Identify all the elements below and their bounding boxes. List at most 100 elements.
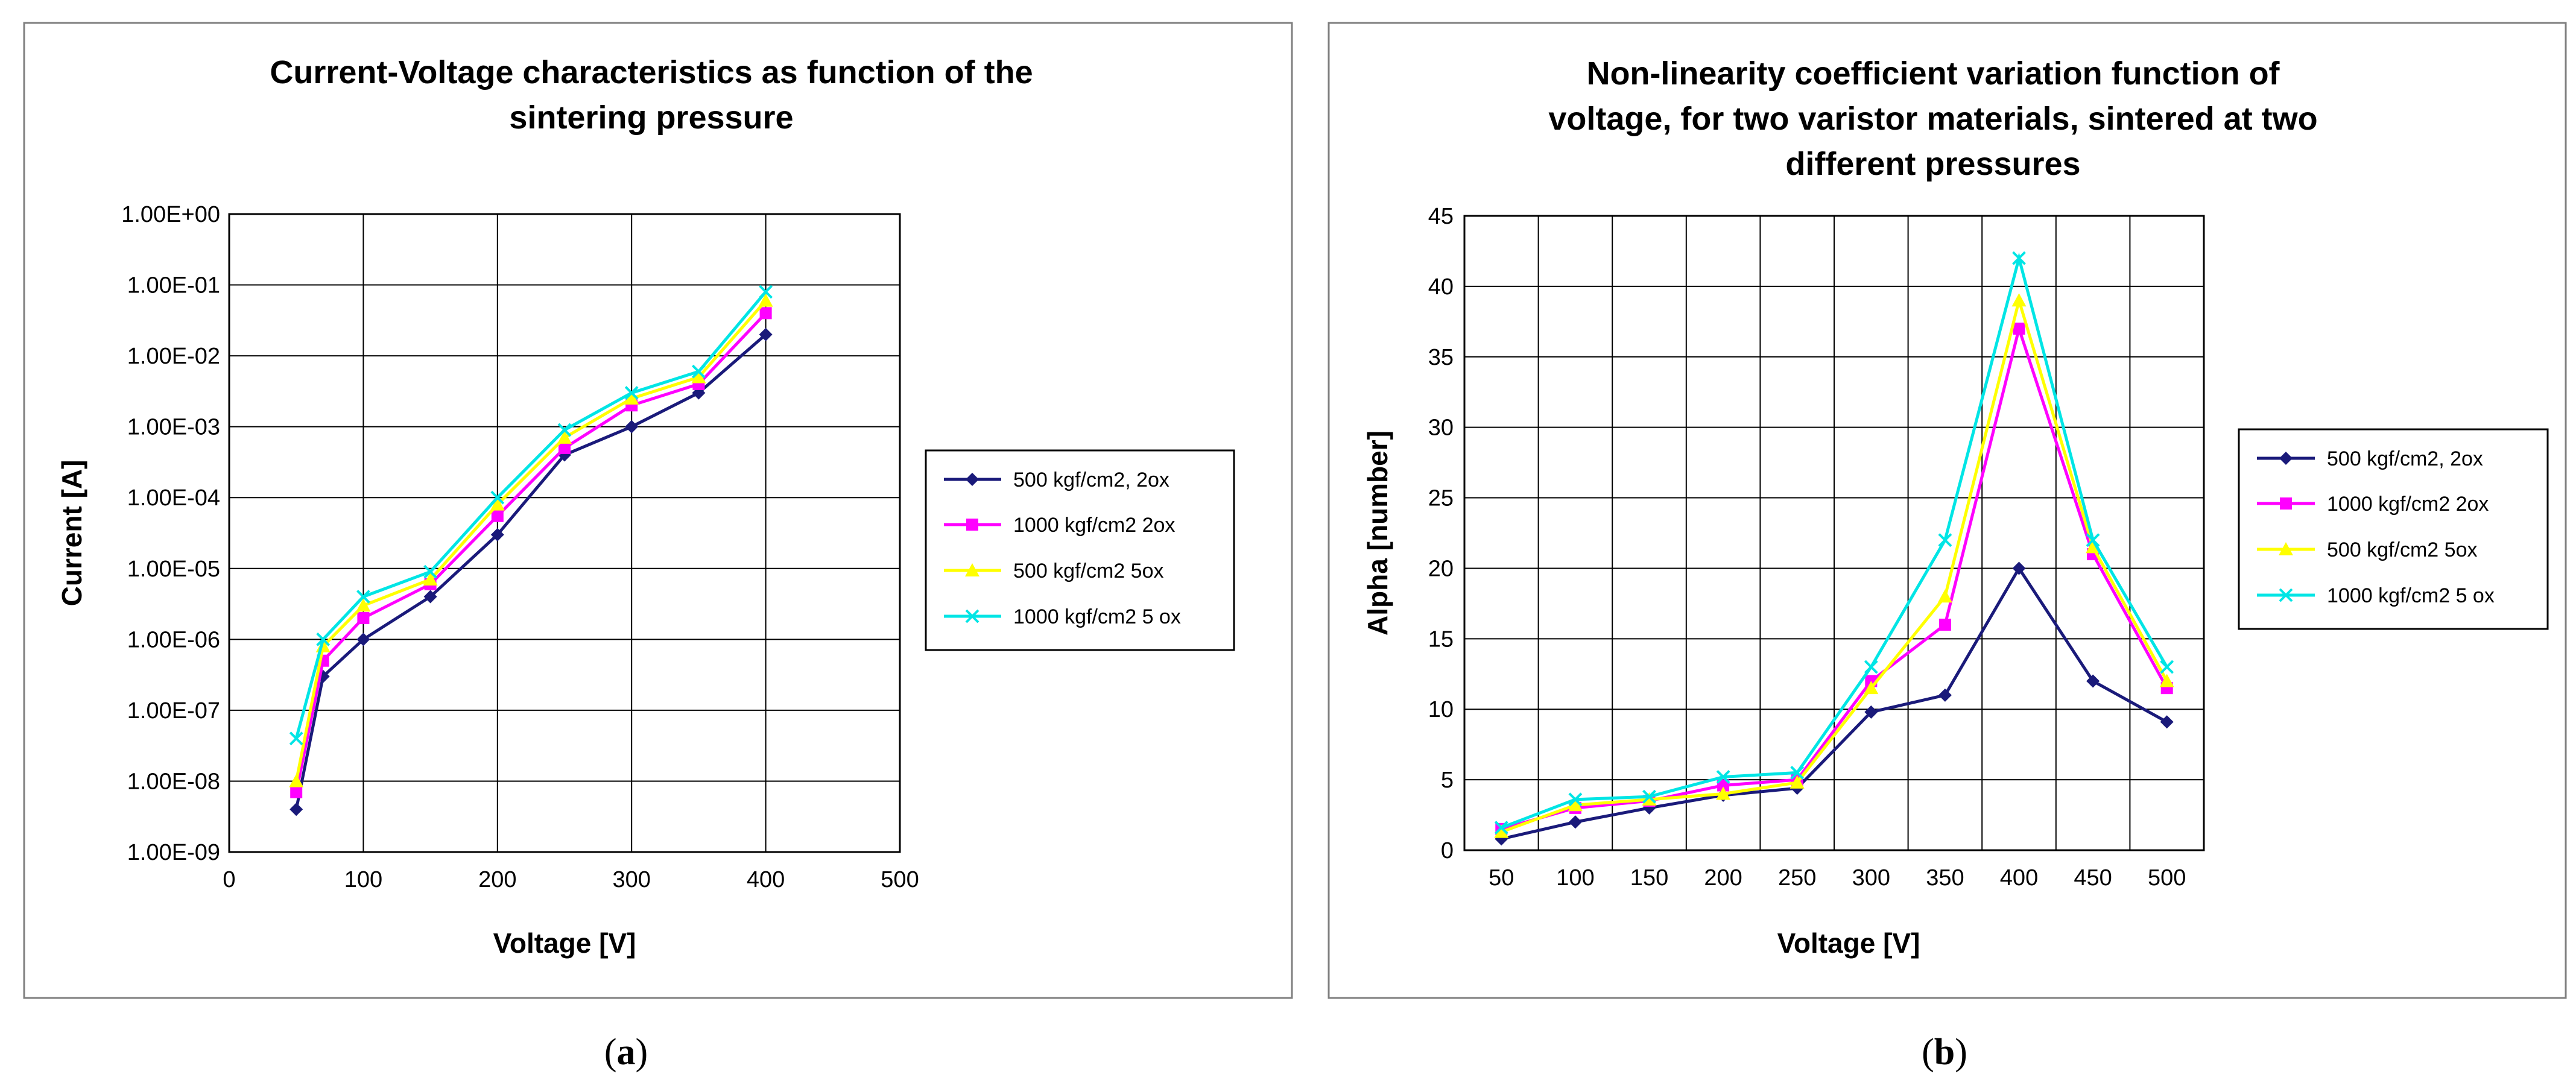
chart-b-point-500-kgf-cm2-5ox [2086,540,2101,554]
chart-b-point-1000-kgf-cm2-5-ox [1568,792,1583,807]
chart-a-x-tick-label: 100 [344,867,382,892]
chart-a-point-500-kgf-cm2-5ox [423,572,438,586]
chart-a-legend-marker-500-kgf-cm2-5ox [965,563,979,576]
chart-b-point-500-kgf-cm2-5ox [1494,824,1509,838]
chart-a-y-tick-label: 1.00E+00 [121,202,220,227]
chart-a-point-1000-kgf-cm2-2ox [759,307,772,320]
caption-a-open: ( [604,1032,617,1073]
chart-a-legend-marker-500-kgf-cm2-2ox [966,473,979,486]
chart-b-series-line-1000-kgf-cm2-5-ox [1501,252,2168,829]
chart-a-y-tick-label: 1.00E-06 [127,627,220,652]
chart-b-category-label: 350 [1926,865,1964,891]
chart-b-y-axis-label: Alpha [number] [1362,431,1393,636]
chart-a-y-axis-label: Current [A] [56,460,87,607]
chart-a-title-line-2: sintering pressure [509,99,793,136]
chart-b-point-500-kgf-cm2-5ox [2011,293,2027,307]
chart-a-legend-label: 1000 kgf/cm2 5 ox [1013,605,1181,628]
chart-b-y-tick-label: 45 [1428,204,1454,229]
chart-a-point-500-kgf-cm2-5ox [624,391,639,405]
chart-b-y-tick-label: 0 [1441,838,1454,863]
chart-b-y-tick-label: 20 [1428,556,1454,581]
chart-a-point-1000-kgf-cm2-5-ox [624,386,639,400]
chart-b-category-label: 50 [1489,865,1514,891]
chart-b-point-500-kgf-cm2-2ox [1568,815,1582,829]
chart-b-point-500-kgf-cm2-5ox [1716,786,1731,800]
chart-a-point-500-kgf-cm2-5ox [758,293,773,307]
chart-b-point-1000-kgf-cm2-5-ox [1938,533,1952,548]
chart-b-point-500-kgf-cm2-2ox [2086,674,2100,688]
chart-a-point-1000-kgf-cm2-2ox [491,510,504,522]
panel-b: Non-linearity coefficient variation func… [1328,22,2567,1073]
caption-b-close: ) [1955,1032,1967,1073]
chart-b-point-1000-kgf-cm2-5-ox [1790,766,1805,780]
chart-b-point-1000-kgf-cm2-5-ox [2012,251,2026,265]
chart-a-point-500-kgf-cm2-5ox [289,774,304,788]
chart-b-x-axis-label: Voltage [V] [1777,927,1920,959]
chart-b-category-label: 200 [1704,865,1742,891]
caption-a: (a) [604,1032,648,1073]
chart-a-point-500-kgf-cm2-2ox [490,528,504,541]
chart-b-series-line-500-kgf-cm2-5ox [1501,294,2168,833]
chart-a-y-tick-label: 1.00E-09 [127,840,220,865]
chart-b-point-1000-kgf-cm2-2ox [2013,323,2025,335]
chart-a-x-tick-label: 0 [223,867,235,892]
chart-b-point-1000-kgf-cm2-5-ox [1864,660,1878,674]
chart-b-point-500-kgf-cm2-2ox [2012,561,2026,575]
chart-a-point-1000-kgf-cm2-5-ox [490,490,505,505]
chart-a-legend-label: 500 kgf/cm2, 2ox [1013,469,1169,491]
chart-b-point-1000-kgf-cm2-2ox [1938,618,1951,631]
chart-b-x-tick-labels: 50 100 150 200 250 300 350 400 450 500 [1489,865,2186,891]
chart-b-legend: 500 kgf/cm2, 2ox 1000 kgf/cm2 2ox 500 kg… [2238,428,2549,630]
chart-b-point-1000-kgf-cm2-5-ox [1642,789,1656,804]
chart-a-legend-label: 1000 kgf/cm2 2ox [1013,514,1175,537]
chart-b-point-1000-kgf-cm2-5-ox [2086,533,2100,548]
chart-a-point-1000-kgf-cm2-2ox [559,442,571,455]
chart-a-legend-marker-1000-kgf-cm2-5-ox [965,609,979,623]
chart-a-legend-label: 500 kgf/cm2 5ox [1013,560,1163,582]
chart-b-y-tick-label: 25 [1428,486,1454,511]
chart-b-category-label: 400 [2000,865,2038,891]
chart-a-legend: 500 kgf/cm2, 2ox 1000 kgf/cm2 2ox 500 kg… [925,449,1235,651]
chart-b-point-500-kgf-cm2-5ox [1642,792,1657,806]
chart-b-title-line-3: different pressures [1785,146,2080,182]
chart-b-category-label: 500 [2148,865,2186,891]
chart-b-point-500-kgf-cm2-2ox [2160,715,2174,729]
chart-a-series [289,285,773,816]
chart-a-point-500-kgf-cm2-2ox [625,420,639,434]
chart-b-category-label: 250 [1778,865,1816,891]
chart-a-point-500-kgf-cm2-5ox [691,370,706,384]
chart-b-series [1494,251,2174,846]
chart-b-point-1000-kgf-cm2-5-ox [1494,821,1508,835]
chart-b-category-label: 300 [1852,865,1890,891]
chart-b-y-tick-label: 35 [1428,345,1454,370]
chart-a-point-1000-kgf-cm2-5-ox [316,632,331,646]
chart-a-x-axis-label: Voltage [V] [493,927,636,959]
chart-b-legend-marker-500-kgf-cm2-5ox [2279,542,2293,555]
chart-a-y-tick-label: 1.00E-05 [127,557,220,582]
chart-a-y-tick-label: 1.00E-03 [127,415,220,440]
caption-a-letter: a [617,1032,636,1073]
chart-b-point-1000-kgf-cm2-5-ox [2160,660,2174,674]
chart-a-y-tick-label: 1.00E-07 [127,698,220,724]
chart-a-y-tick-labels: 1.00E-09 1.00E-08 1.00E-07 1.00E-06 1.00… [121,202,220,865]
chart-b-point-500-kgf-cm2-5ox [1864,681,1879,695]
chart-b-point-1000-kgf-cm2-5-ox [1716,770,1730,784]
chart-a-x-tick-label: 300 [612,867,650,892]
chart-a-point-500-kgf-cm2-5ox [356,598,371,612]
chart-a-point-500-kgf-cm2-2ox [290,803,303,816]
chart-b-point-500-kgf-cm2-5ox [1937,589,1952,603]
chart-a-x-tick-label: 500 [881,867,919,892]
chart-a-x-tick-label: 200 [478,867,516,892]
chart-b-point-1000-kgf-cm2-2ox [1717,779,1730,792]
chart-a-plot-area [229,214,900,852]
chart-a-point-500-kgf-cm2-5ox [490,497,505,511]
chart-a-y-tick-label: 1.00E-02 [127,344,220,369]
chart-b-legend-marker-500-kgf-cm2-2ox [2279,452,2293,465]
chart-a-title-line-1: Current-Voltage characteristics as funct… [270,54,1033,90]
chart-a-x-tick-label: 400 [747,867,785,892]
chart-a-y-tick-label: 1.00E-04 [127,485,220,511]
chart-a-plot-border [228,213,901,853]
chart-a-y-tick-label: 1.00E-08 [127,769,220,794]
chart-b-series-line-500-kgf-cm2-2ox [1501,565,2168,841]
